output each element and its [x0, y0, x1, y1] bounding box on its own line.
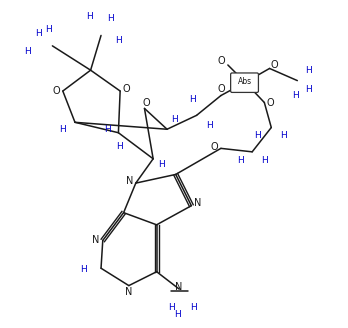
Text: H: H	[46, 25, 52, 34]
Text: H: H	[80, 265, 87, 274]
Text: O: O	[218, 56, 226, 67]
Text: O: O	[217, 84, 225, 94]
Text: H: H	[292, 91, 299, 100]
Text: O: O	[53, 86, 60, 96]
Text: N: N	[175, 282, 182, 292]
Text: H: H	[305, 66, 312, 75]
Text: H: H	[261, 156, 268, 165]
Text: O: O	[267, 98, 275, 108]
Text: H: H	[24, 47, 30, 56]
Text: H: H	[174, 310, 181, 319]
Text: H: H	[158, 159, 165, 169]
Text: H: H	[280, 131, 287, 140]
Text: N: N	[92, 236, 100, 245]
Text: Abs: Abs	[237, 77, 252, 86]
Text: N: N	[194, 198, 201, 208]
Text: H: H	[171, 115, 177, 124]
FancyBboxPatch shape	[231, 73, 259, 92]
Text: H: H	[116, 142, 123, 151]
Text: O: O	[142, 98, 150, 108]
Text: H: H	[168, 303, 175, 312]
Text: N: N	[125, 287, 133, 297]
Text: N: N	[126, 176, 133, 186]
Text: H: H	[86, 12, 93, 21]
Text: H: H	[237, 156, 243, 165]
Text: H: H	[254, 131, 261, 140]
Text: H: H	[189, 95, 196, 104]
Text: O: O	[271, 60, 279, 70]
Text: H: H	[35, 29, 42, 38]
Text: O: O	[122, 84, 130, 94]
Text: H: H	[105, 125, 111, 134]
Text: H: H	[60, 125, 66, 134]
Text: H: H	[305, 85, 312, 94]
Text: H: H	[206, 121, 213, 130]
Text: H: H	[190, 303, 197, 312]
Text: H: H	[115, 36, 122, 45]
Text: O: O	[211, 142, 219, 152]
Text: H: H	[107, 13, 114, 23]
